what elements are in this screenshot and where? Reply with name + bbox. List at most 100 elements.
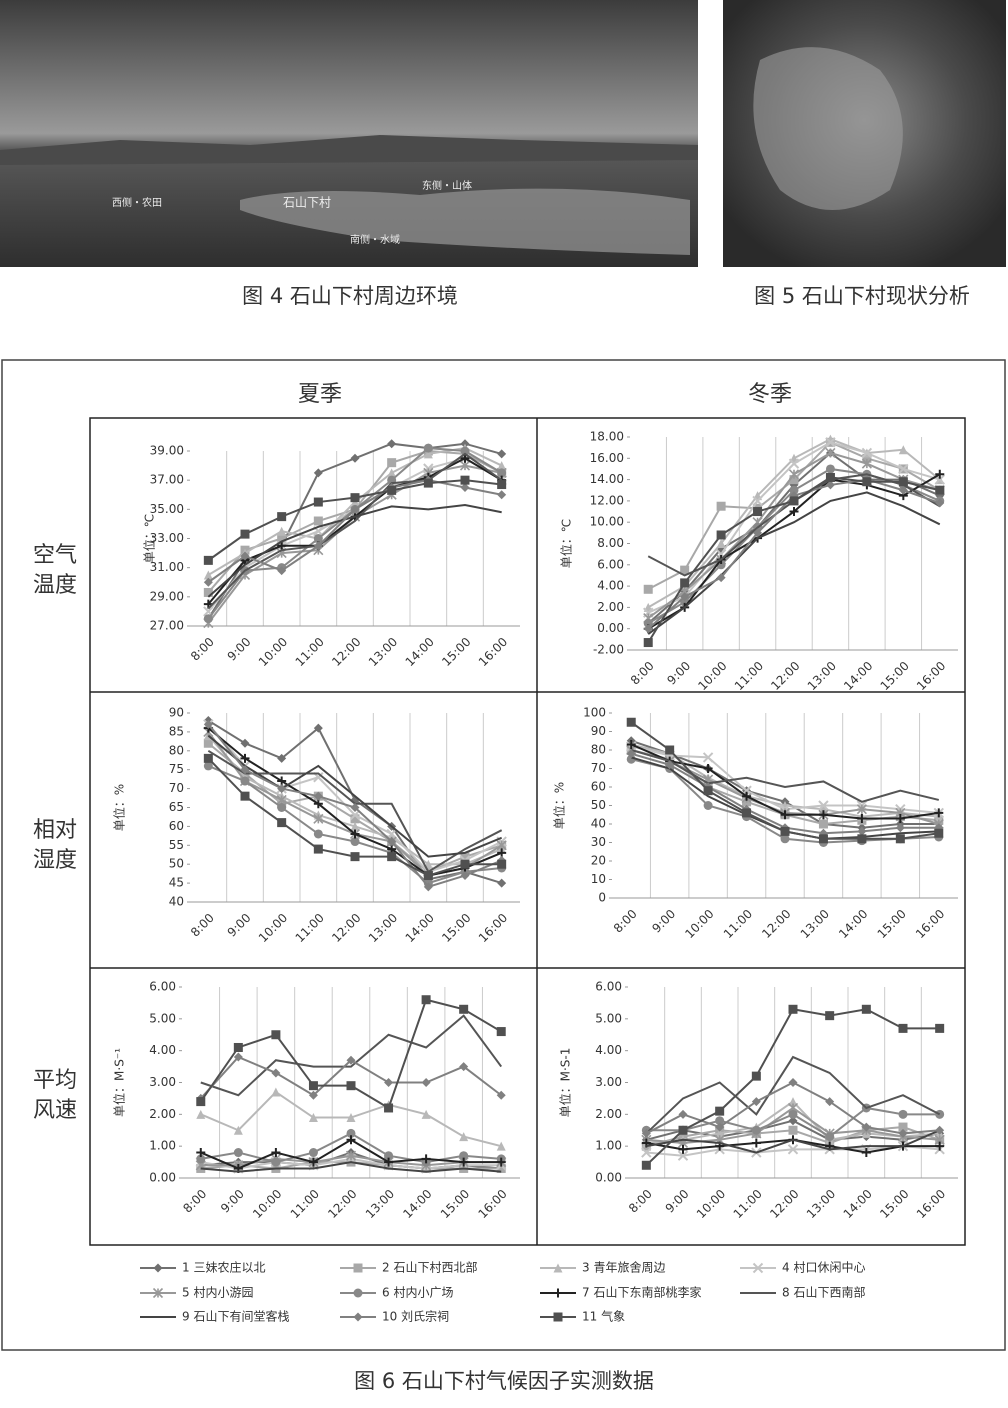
marker <box>460 859 470 869</box>
marker <box>895 834 905 844</box>
marker <box>818 819 828 829</box>
marker <box>818 810 828 820</box>
marker <box>789 485 799 495</box>
marker <box>313 791 323 801</box>
y-tick-label: 0 <box>598 891 606 905</box>
marker <box>497 848 507 858</box>
marker <box>665 745 675 755</box>
marker <box>350 814 360 824</box>
y-tick-label: 80 <box>591 743 606 757</box>
photo-label: 东侧・山体 <box>422 179 472 192</box>
y-tick-label: 5.00 <box>595 1011 622 1025</box>
y-tick-label: 6.00 <box>597 557 624 571</box>
marker <box>421 1078 431 1087</box>
caption: 图 5 石山下村现状分析 <box>754 284 970 308</box>
marker <box>387 837 397 847</box>
x-tick-label: 11:00 <box>732 659 766 693</box>
marker <box>308 1081 318 1091</box>
marker <box>350 493 360 503</box>
x-tick-label: 11:00 <box>731 1187 765 1221</box>
photo-label: 西侧・农田 <box>112 196 162 209</box>
marker <box>857 813 867 823</box>
marker <box>898 1023 908 1033</box>
series-line <box>207 503 502 598</box>
marker <box>626 739 636 749</box>
x-tick-label: 14:00 <box>400 1187 434 1221</box>
marker <box>233 1125 243 1135</box>
x-tick-label: 16:00 <box>914 1187 948 1221</box>
marker <box>240 738 250 748</box>
marker <box>716 573 726 583</box>
marker <box>276 794 287 806</box>
series-line <box>645 1055 941 1135</box>
y-tick-label: 100 <box>583 706 606 720</box>
x-tick-label: 16:00 <box>914 659 948 693</box>
x-tick-label: 13:00 <box>805 659 839 693</box>
y-tick-label: 2.00 <box>595 1107 622 1121</box>
legend-label: 8 石山下西南部 <box>782 1285 865 1300</box>
marker <box>934 828 944 838</box>
marker <box>421 995 431 1005</box>
marker <box>742 808 752 818</box>
marker <box>751 1071 761 1081</box>
marker <box>271 1157 281 1167</box>
marker <box>935 485 945 495</box>
x-tick-label: 15:00 <box>877 1187 911 1221</box>
marker <box>703 764 713 773</box>
row-label: 湿度 <box>33 848 77 873</box>
marker <box>935 469 945 479</box>
row-label: 温度 <box>33 573 77 598</box>
series-line <box>630 721 939 840</box>
marker <box>862 477 872 487</box>
marker <box>788 1109 798 1119</box>
y-tick-label: 14.00 <box>590 472 624 486</box>
marker <box>703 801 713 810</box>
marker <box>350 837 360 847</box>
marker <box>313 844 323 854</box>
marker <box>702 752 714 763</box>
y-tick-label: 60 <box>169 819 184 833</box>
y-tick-label: 37.00 <box>150 473 184 487</box>
marker <box>753 507 763 517</box>
x-tick-label: 8:00 <box>180 1187 209 1216</box>
x-tick-label: 8:00 <box>188 635 217 664</box>
marker <box>387 844 397 854</box>
marker <box>277 541 287 551</box>
y-tick-label: 4.00 <box>595 1043 622 1057</box>
x-tick-label: 8:00 <box>188 911 217 940</box>
y-tick-label: 70 <box>591 761 606 775</box>
y-tick-label: 55 <box>169 838 184 852</box>
y-tick-label: 10 <box>591 872 606 886</box>
marker <box>350 453 360 463</box>
marker <box>497 490 507 500</box>
marker <box>553 1312 563 1322</box>
marker <box>895 813 905 823</box>
x-tick-label: 16:00 <box>476 635 510 669</box>
marker <box>196 1109 206 1119</box>
marker <box>203 614 213 624</box>
x-tick-label: 9:00 <box>218 1187 247 1216</box>
marker <box>196 1097 206 1107</box>
x-tick-label: 16:00 <box>913 907 947 941</box>
marker <box>898 445 908 455</box>
y-tick-label: 0.00 <box>595 1171 622 1185</box>
legend-label: 11 气象 <box>582 1309 625 1324</box>
marker <box>421 1109 431 1119</box>
photo-mountains <box>0 135 698 165</box>
x-tick-label: 15:00 <box>875 907 909 941</box>
marker <box>857 834 867 844</box>
column-header: 夏季 <box>298 382 342 407</box>
marker <box>350 821 360 831</box>
photo-water <box>240 188 690 255</box>
series-line <box>200 1014 503 1097</box>
marker <box>818 834 828 844</box>
marker <box>233 1052 243 1062</box>
marker <box>497 449 507 459</box>
marker <box>788 1097 798 1107</box>
row-label: 空气 <box>33 543 77 568</box>
y-tick-label: 0.00 <box>597 621 624 635</box>
series-line <box>207 447 503 620</box>
marker <box>626 717 636 727</box>
marker <box>240 765 250 775</box>
x-tick-label: 16:00 <box>476 911 510 945</box>
